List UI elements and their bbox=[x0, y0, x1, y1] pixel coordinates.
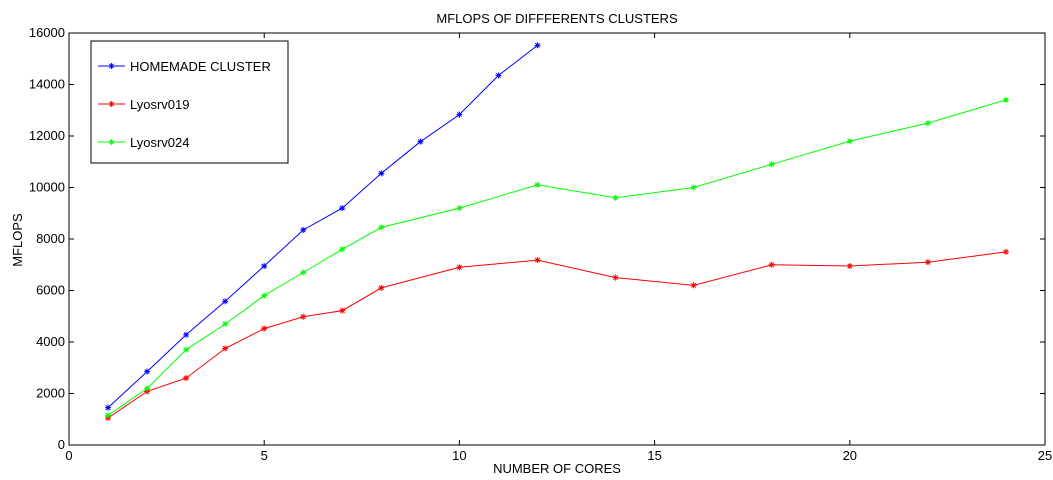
data-point bbox=[846, 138, 853, 145]
data-point bbox=[924, 120, 931, 127]
y-tick-label: 10000 bbox=[29, 180, 65, 195]
data-point bbox=[456, 205, 463, 212]
data-point bbox=[261, 292, 268, 299]
legend-label: Lyosrv019 bbox=[130, 97, 190, 112]
series-line bbox=[107, 251, 1007, 419]
x-tick-label: 20 bbox=[843, 448, 857, 463]
legend-item: HOMEMADE CLUSTER bbox=[98, 59, 271, 74]
data-point bbox=[495, 72, 502, 79]
data-point bbox=[222, 298, 229, 305]
y-axis-label: MFLOPS bbox=[10, 213, 25, 267]
data-point bbox=[768, 161, 775, 168]
x-axis-label: NUMBER OF CORES bbox=[493, 461, 621, 476]
data-point bbox=[768, 261, 775, 268]
data-point bbox=[456, 111, 463, 118]
data-point bbox=[690, 184, 697, 191]
data-point bbox=[534, 257, 541, 264]
series-2 bbox=[105, 248, 1009, 421]
y-tick-label: 4000 bbox=[36, 334, 65, 349]
data-point bbox=[534, 42, 541, 49]
data-point bbox=[417, 138, 424, 145]
series-line bbox=[107, 45, 538, 409]
data-point bbox=[183, 375, 190, 382]
y-tick-label: 0 bbox=[58, 437, 65, 452]
data-point bbox=[105, 412, 112, 419]
y-tick-label: 6000 bbox=[36, 283, 65, 298]
data-point bbox=[183, 346, 190, 353]
legend-box bbox=[90, 40, 289, 164]
legend-label: Lyosrv024 bbox=[130, 135, 190, 150]
data-point bbox=[378, 224, 385, 231]
data-point bbox=[690, 282, 697, 289]
data-point bbox=[144, 385, 151, 392]
data-point bbox=[339, 246, 346, 253]
legend-item: Lyosrv019 bbox=[98, 97, 190, 112]
data-point bbox=[300, 269, 307, 276]
x-tick-label: 5 bbox=[261, 448, 268, 463]
series-3 bbox=[105, 96, 1009, 419]
y-tick-label: 2000 bbox=[36, 386, 65, 401]
data-point bbox=[300, 226, 307, 233]
data-point bbox=[924, 259, 931, 266]
x-tick-label: 10 bbox=[452, 448, 466, 463]
y-tick-label: 14000 bbox=[29, 77, 65, 92]
data-point bbox=[261, 263, 268, 270]
data-point bbox=[261, 325, 268, 332]
y-tick-label: 16000 bbox=[29, 25, 65, 40]
data-point bbox=[339, 205, 346, 212]
data-point bbox=[222, 345, 229, 352]
data-point bbox=[612, 274, 619, 281]
y-tick-label: 8000 bbox=[36, 231, 65, 246]
data-point bbox=[300, 313, 307, 320]
data-point bbox=[144, 368, 151, 375]
data-point bbox=[846, 263, 853, 270]
y-tick-label: 12000 bbox=[29, 128, 65, 143]
legend: HOMEMADE CLUSTER Lyosrv019 Lyosrv024 bbox=[90, 40, 289, 164]
series-layer bbox=[105, 42, 1009, 421]
axes: 0 5 10 15 20 25 0 2000 4000 6000 8000 10000 12000 140… bbox=[29, 25, 1052, 463]
x-tick-label: 15 bbox=[647, 448, 661, 463]
legend-item: Lyosrv024 bbox=[98, 135, 190, 150]
data-point bbox=[378, 170, 385, 177]
data-point bbox=[612, 194, 619, 201]
series-1 bbox=[105, 42, 541, 411]
data-point bbox=[222, 320, 229, 327]
data-point bbox=[1002, 248, 1009, 255]
data-point bbox=[378, 284, 385, 291]
data-point bbox=[456, 264, 463, 271]
series-line bbox=[107, 99, 1007, 416]
data-point bbox=[105, 404, 112, 411]
x-tick-label: 25 bbox=[1038, 448, 1052, 463]
data-point bbox=[1002, 96, 1009, 103]
x-tick-label: 0 bbox=[65, 448, 72, 463]
legend-label: HOMEMADE CLUSTER bbox=[130, 59, 271, 74]
data-point bbox=[534, 181, 541, 188]
chart-title: MFLOPS OF DIFFFERENTS CLUSTERS bbox=[436, 11, 678, 26]
data-point bbox=[183, 331, 190, 338]
data-point bbox=[339, 307, 346, 314]
